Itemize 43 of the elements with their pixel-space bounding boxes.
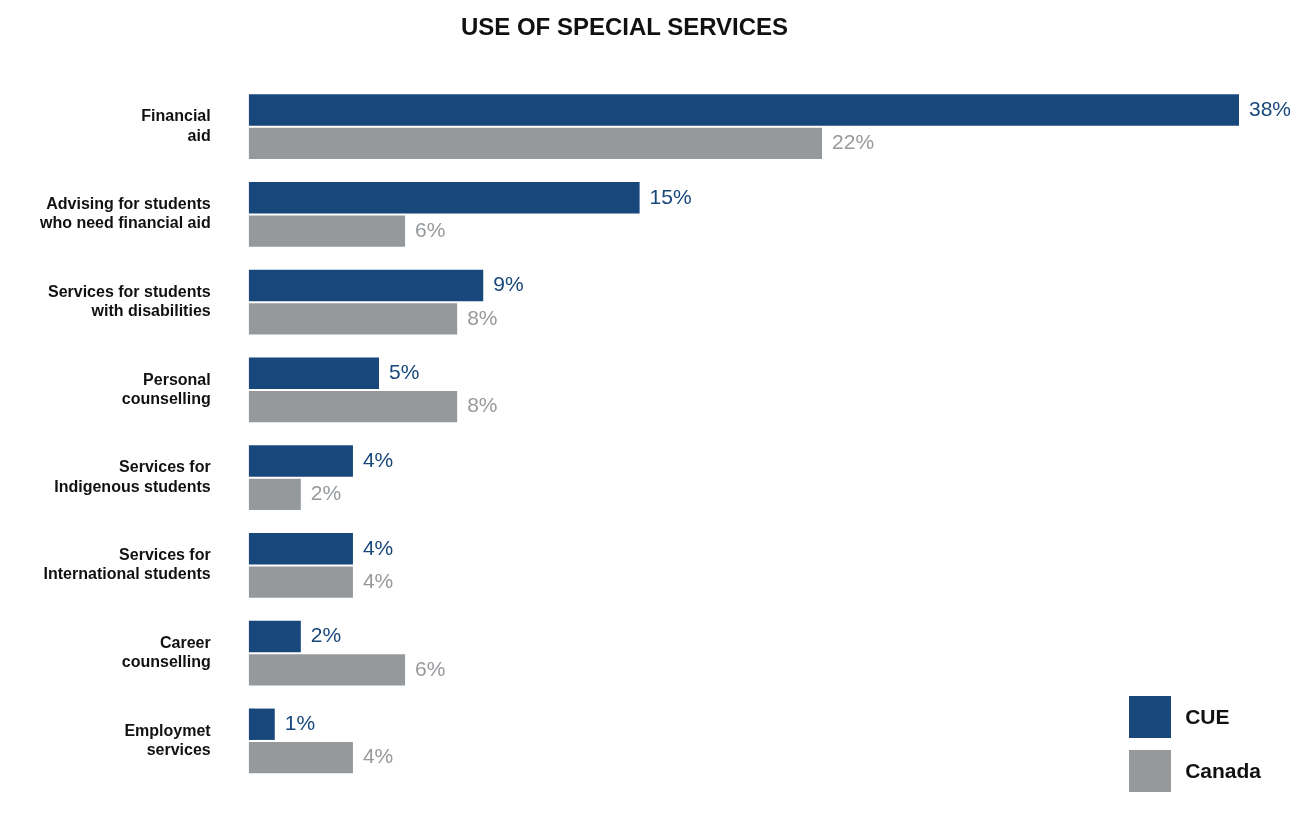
data-label: 8% — [467, 393, 498, 417]
data-label: 6% — [415, 217, 446, 241]
bar — [248, 215, 406, 247]
data-label: 38% — [1249, 96, 1292, 120]
bar — [248, 478, 301, 511]
y-tick-label: Financial aid — [141, 107, 211, 144]
bar — [248, 127, 823, 160]
data-label: 9% — [493, 272, 524, 296]
y-tick-label: Services for students with disabilities — [47, 282, 211, 320]
bar — [248, 620, 301, 653]
legend-label: Canada — [1185, 759, 1261, 783]
y-tick-label: Personal counselling — [121, 370, 211, 407]
bar — [248, 533, 353, 565]
y-tick-label: Services for Indigenous students — [54, 458, 211, 495]
y-tick-label: Employmet services — [124, 721, 212, 758]
bar — [248, 182, 640, 214]
data-label: 2% — [310, 623, 342, 647]
data-label: 22% — [832, 130, 875, 154]
data-label: 8% — [467, 305, 498, 329]
chart-title: USE OF SPECIAL SERVICES — [460, 13, 789, 41]
y-tick-label: Advising for students who need financial aid — [38, 195, 211, 232]
data-label: 1% — [284, 711, 316, 735]
bar — [248, 708, 275, 740]
data-label: 5% — [389, 360, 420, 384]
data-label: 4% — [362, 568, 394, 592]
bar — [248, 445, 353, 477]
data-label: 4% — [362, 744, 394, 768]
bar — [248, 390, 458, 423]
bar — [248, 654, 406, 686]
data-label: 15% — [649, 184, 692, 208]
data-label: 6% — [415, 656, 446, 680]
data-label: 4% — [362, 535, 394, 559]
bar — [248, 303, 458, 335]
data-label: 4% — [362, 447, 394, 471]
bar — [248, 94, 1239, 126]
bar — [248, 357, 379, 389]
y-tick-label: Services for International students — [43, 546, 211, 583]
bar — [248, 269, 484, 302]
legend-label: CUE — [1185, 705, 1230, 729]
data-label: 2% — [310, 481, 342, 505]
y-tick-label: Career counselling — [121, 633, 211, 671]
bar — [248, 566, 353, 598]
bar — [248, 741, 353, 774]
